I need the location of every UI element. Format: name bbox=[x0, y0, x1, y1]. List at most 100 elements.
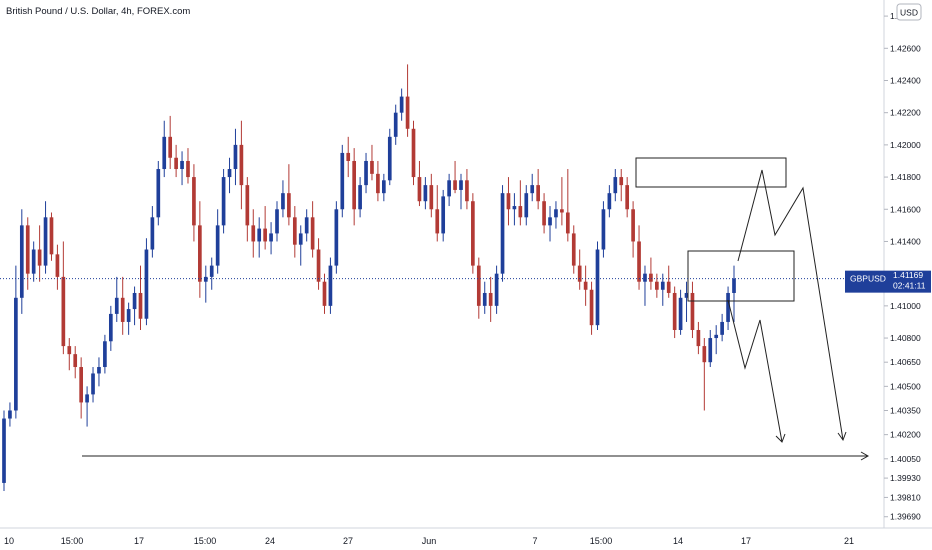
price-tick-label: 1.42000 bbox=[890, 140, 921, 150]
candle-body bbox=[334, 209, 339, 266]
currency-button[interactable]: USD bbox=[896, 3, 922, 21]
candle-body bbox=[625, 185, 630, 210]
candle-body bbox=[120, 297, 125, 322]
candle bbox=[304, 209, 309, 242]
candle-body bbox=[156, 169, 161, 218]
candle-body bbox=[49, 217, 54, 255]
candle-body bbox=[649, 273, 653, 282]
candle-body bbox=[417, 177, 422, 202]
price-tick-label: 1.40350 bbox=[890, 405, 921, 415]
candle-body bbox=[494, 273, 499, 306]
candle-body bbox=[91, 373, 95, 395]
candle bbox=[441, 189, 446, 242]
candle-body bbox=[524, 193, 529, 218]
candle-body bbox=[73, 354, 78, 368]
projection-path-long[interactable] bbox=[737, 169, 844, 441]
candle bbox=[14, 265, 18, 419]
price-axis[interactable]: 1.428001.426001.424001.422001.420001.418… bbox=[884, 11, 921, 522]
candle-body bbox=[180, 160, 184, 170]
time-tick-label: 21 bbox=[844, 536, 854, 546]
candle bbox=[708, 330, 713, 368]
candle-body bbox=[198, 225, 202, 282]
candle-body bbox=[411, 128, 416, 178]
price-tick-label: 1.40650 bbox=[890, 357, 921, 367]
candle bbox=[494, 265, 499, 314]
candle-body bbox=[304, 217, 309, 234]
candle-body bbox=[571, 233, 576, 266]
candle bbox=[298, 225, 303, 266]
candle-body bbox=[672, 292, 677, 330]
candle bbox=[500, 185, 505, 282]
drawings-group[interactable] bbox=[82, 157, 870, 461]
candle-body bbox=[518, 206, 523, 218]
candle bbox=[524, 185, 529, 226]
candle bbox=[625, 177, 630, 218]
candle-body bbox=[298, 233, 303, 245]
candle-body bbox=[174, 157, 178, 170]
candle bbox=[192, 164, 196, 242]
candle bbox=[103, 334, 107, 374]
candle bbox=[209, 257, 214, 290]
candle-body bbox=[287, 193, 291, 218]
candle bbox=[583, 265, 588, 306]
candle bbox=[601, 201, 606, 258]
candle-body bbox=[696, 330, 701, 347]
candle-body bbox=[465, 180, 469, 202]
candle-body bbox=[251, 225, 256, 242]
price-tick-label: 1.41000 bbox=[890, 301, 921, 311]
time-tick-label: 17 bbox=[134, 536, 144, 546]
candle-body bbox=[43, 217, 48, 266]
candle bbox=[55, 244, 60, 290]
time-tick-label: 27 bbox=[343, 536, 353, 546]
arrowhead-long bbox=[837, 431, 847, 442]
candle bbox=[162, 120, 167, 178]
candle bbox=[310, 201, 315, 258]
candle bbox=[150, 206, 155, 258]
candle-body bbox=[316, 249, 321, 282]
candle bbox=[399, 88, 404, 121]
candle bbox=[281, 180, 285, 218]
candle bbox=[447, 173, 451, 207]
candle bbox=[120, 276, 125, 335]
price-tick-label: 1.41800 bbox=[890, 172, 921, 182]
time-tick-label: 24 bbox=[265, 536, 275, 546]
candle-body bbox=[19, 225, 24, 298]
candle bbox=[417, 160, 422, 207]
candle bbox=[684, 281, 689, 322]
candle-body bbox=[732, 278, 736, 293]
candle-body bbox=[221, 177, 226, 226]
candle bbox=[19, 209, 24, 314]
candle bbox=[263, 206, 267, 250]
candle-body bbox=[85, 394, 89, 403]
candle bbox=[364, 152, 368, 194]
candle-body bbox=[471, 201, 475, 266]
candle bbox=[482, 281, 487, 314]
candle bbox=[554, 201, 558, 229]
candle bbox=[215, 209, 220, 274]
candle-body bbox=[257, 228, 262, 242]
candle bbox=[387, 128, 392, 186]
price-tick-label: 1.39810 bbox=[890, 492, 921, 502]
time-axis[interactable]: 10 15:00 17 15:00 24 27 Jun 7 15:00 14 17 21 bbox=[4, 536, 854, 546]
candle-body bbox=[500, 193, 505, 274]
candle bbox=[655, 273, 659, 298]
candle bbox=[126, 302, 131, 335]
candle bbox=[340, 144, 345, 218]
candle bbox=[43, 201, 48, 274]
candle-body bbox=[405, 96, 410, 129]
price-tick-label: 1.41400 bbox=[890, 236, 921, 246]
candle bbox=[49, 212, 54, 261]
candle bbox=[31, 241, 36, 282]
candle-body bbox=[595, 249, 600, 326]
candle bbox=[97, 357, 101, 387]
candle bbox=[61, 241, 66, 355]
candle-body bbox=[554, 209, 558, 218]
candle bbox=[239, 120, 244, 210]
supply-zone-rectangle[interactable] bbox=[635, 157, 787, 188]
candle bbox=[91, 367, 95, 403]
candle bbox=[114, 276, 119, 322]
candle bbox=[571, 225, 576, 274]
candle-body bbox=[31, 249, 36, 274]
projection-path-short[interactable] bbox=[727, 299, 783, 443]
